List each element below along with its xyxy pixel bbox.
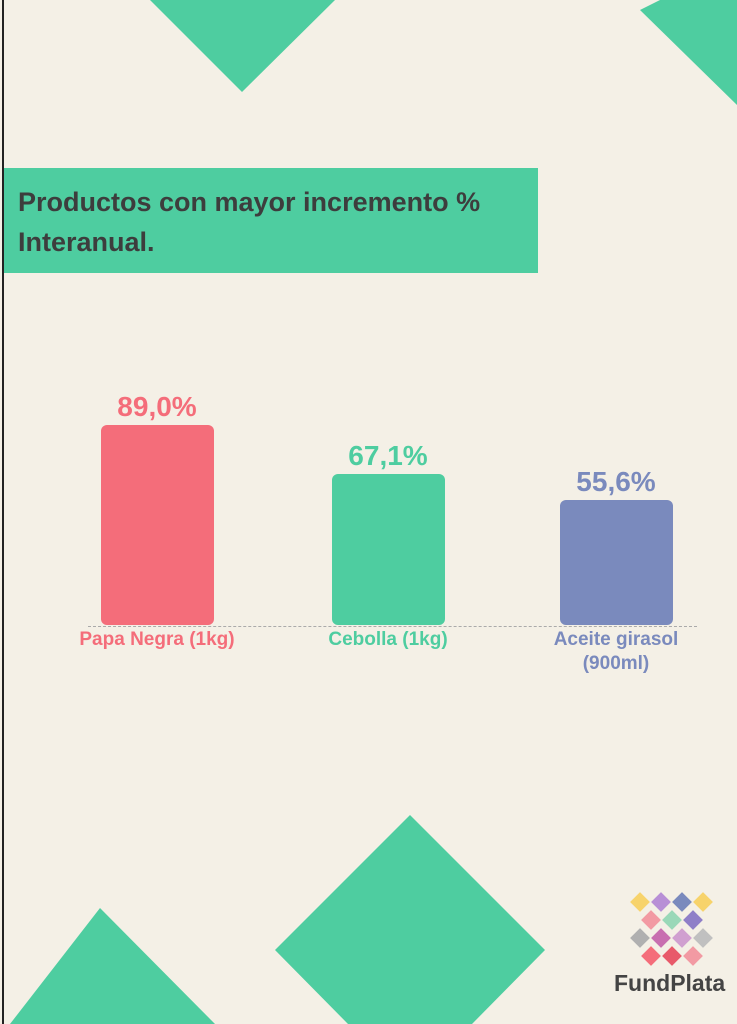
baseline [88, 626, 697, 627]
value-label: 55,6% [576, 465, 656, 497]
x-tick-label: Papa Negra (1kg) [79, 629, 235, 650]
value-label: 67,1% [348, 440, 428, 472]
value-label: 89,0% [117, 390, 197, 422]
x-tick-label: Cebolla (1kg) [328, 629, 448, 650]
brand-logo: FundPlata [614, 970, 726, 996]
x-tick-label: Aceite girasol (900ml) [553, 629, 679, 674]
bar [559, 499, 673, 625]
title-box: Productos con mayor incremento % Interan… [4, 168, 538, 273]
chart-title: Productos con mayor incremento % Interan… [18, 187, 481, 257]
bar [331, 474, 445, 625]
bar [100, 424, 214, 625]
